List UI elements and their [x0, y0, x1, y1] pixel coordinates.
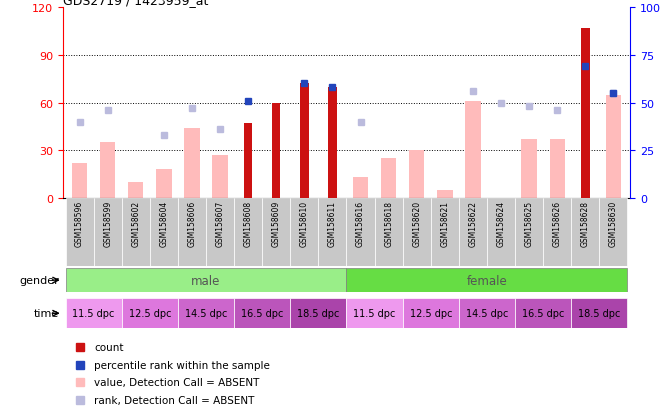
Text: GSM158625: GSM158625: [525, 200, 534, 246]
Text: male: male: [191, 274, 220, 287]
Bar: [403, 299, 459, 328]
Text: GSM158620: GSM158620: [412, 200, 421, 246]
Text: 18.5 dpc: 18.5 dpc: [578, 309, 620, 318]
Bar: [543, 198, 572, 266]
Text: gender: gender: [20, 275, 59, 285]
Text: GSM158622: GSM158622: [469, 200, 477, 246]
Bar: [178, 198, 206, 266]
Bar: [346, 198, 375, 266]
Bar: [234, 198, 262, 266]
Text: percentile rank within the sample: percentile rank within the sample: [94, 360, 270, 370]
Text: GSM158596: GSM158596: [75, 200, 84, 247]
Bar: [184, 128, 200, 198]
Bar: [487, 198, 515, 266]
Bar: [599, 198, 628, 266]
Text: GSM158610: GSM158610: [300, 200, 309, 246]
Bar: [121, 299, 178, 328]
Bar: [515, 198, 543, 266]
Bar: [156, 170, 172, 198]
Bar: [381, 159, 397, 198]
Text: GSM158608: GSM158608: [244, 200, 253, 246]
Text: value, Detection Call = ABSENT: value, Detection Call = ABSENT: [94, 377, 259, 387]
Text: GDS2719 / 1423959_at: GDS2719 / 1423959_at: [63, 0, 208, 7]
Bar: [290, 299, 346, 328]
Text: GSM158604: GSM158604: [159, 200, 168, 247]
Bar: [72, 164, 87, 198]
Bar: [94, 198, 121, 266]
Text: GSM158609: GSM158609: [272, 200, 280, 247]
Text: GSM158621: GSM158621: [440, 200, 449, 246]
Text: GSM158607: GSM158607: [216, 200, 224, 247]
Bar: [572, 198, 599, 266]
Text: 12.5 dpc: 12.5 dpc: [410, 309, 452, 318]
Text: 16.5 dpc: 16.5 dpc: [241, 309, 283, 318]
Text: GSM158602: GSM158602: [131, 200, 141, 246]
Bar: [65, 299, 121, 328]
Bar: [431, 198, 459, 266]
Bar: [353, 178, 368, 198]
Text: 14.5 dpc: 14.5 dpc: [185, 309, 227, 318]
Text: 12.5 dpc: 12.5 dpc: [129, 309, 171, 318]
Bar: [515, 299, 572, 328]
Text: GSM158618: GSM158618: [384, 200, 393, 246]
Bar: [272, 103, 280, 198]
Bar: [465, 102, 480, 198]
Bar: [581, 29, 589, 198]
Bar: [346, 268, 628, 292]
Text: GSM158628: GSM158628: [581, 200, 590, 246]
Text: GSM158616: GSM158616: [356, 200, 365, 246]
Bar: [409, 151, 424, 198]
Bar: [290, 198, 318, 266]
Text: GSM158624: GSM158624: [496, 200, 506, 246]
Bar: [572, 299, 628, 328]
Bar: [437, 190, 453, 198]
Bar: [244, 124, 252, 198]
Bar: [606, 95, 621, 198]
Bar: [100, 143, 116, 198]
Bar: [262, 198, 290, 266]
Bar: [300, 84, 309, 198]
Bar: [459, 299, 515, 328]
Bar: [459, 198, 487, 266]
Bar: [121, 198, 150, 266]
Bar: [318, 198, 346, 266]
Bar: [213, 156, 228, 198]
Text: rank, Detection Call = ABSENT: rank, Detection Call = ABSENT: [94, 395, 254, 405]
Bar: [234, 299, 290, 328]
Bar: [403, 198, 431, 266]
Bar: [521, 140, 537, 198]
Text: 14.5 dpc: 14.5 dpc: [466, 309, 508, 318]
Text: GSM158599: GSM158599: [103, 200, 112, 247]
Bar: [150, 198, 178, 266]
Text: 16.5 dpc: 16.5 dpc: [522, 309, 564, 318]
Text: 18.5 dpc: 18.5 dpc: [297, 309, 340, 318]
Text: GSM158606: GSM158606: [187, 200, 197, 247]
Bar: [178, 299, 234, 328]
Bar: [346, 299, 403, 328]
Text: GSM158611: GSM158611: [328, 200, 337, 246]
Text: GSM158626: GSM158626: [552, 200, 562, 246]
Text: count: count: [94, 342, 123, 352]
Text: GSM158630: GSM158630: [609, 200, 618, 247]
Text: time: time: [34, 309, 59, 318]
Bar: [65, 268, 346, 292]
Text: female: female: [467, 274, 508, 287]
Text: 11.5 dpc: 11.5 dpc: [353, 309, 396, 318]
Bar: [375, 198, 403, 266]
Bar: [65, 198, 94, 266]
Bar: [206, 198, 234, 266]
Bar: [550, 140, 565, 198]
Bar: [328, 88, 337, 198]
Bar: [128, 183, 143, 198]
Text: 11.5 dpc: 11.5 dpc: [73, 309, 115, 318]
